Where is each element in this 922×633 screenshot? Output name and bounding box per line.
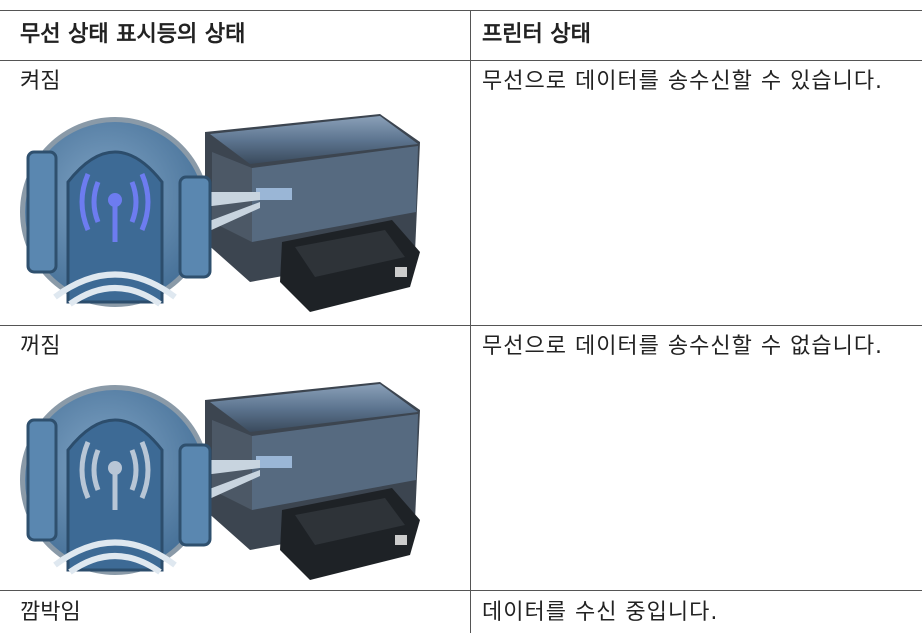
header-cell: 프린터 상태: [482, 22, 591, 47]
status-label: 켜짐: [20, 69, 61, 94]
table-border: [0, 10, 922, 11]
column-divider: [470, 10, 471, 633]
status-label: 꺼짐: [20, 334, 61, 359]
header-cell: 무선 상태 표시등의 상태: [20, 22, 246, 47]
table-border: [0, 325, 922, 326]
table-border: [0, 60, 922, 61]
printer-illustration: [20, 92, 430, 317]
status-description: 무선으로 데이터를 송수신할 수 있습니다.: [482, 69, 884, 94]
status-label: 깜박임: [20, 600, 81, 625]
status-description: 데이터를 수신 중입니다.: [482, 600, 719, 625]
table-border: [0, 590, 922, 591]
printer-illustration: [20, 360, 430, 585]
status-description: 무선으로 데이터를 송수신할 수 없습니다.: [482, 334, 884, 359]
